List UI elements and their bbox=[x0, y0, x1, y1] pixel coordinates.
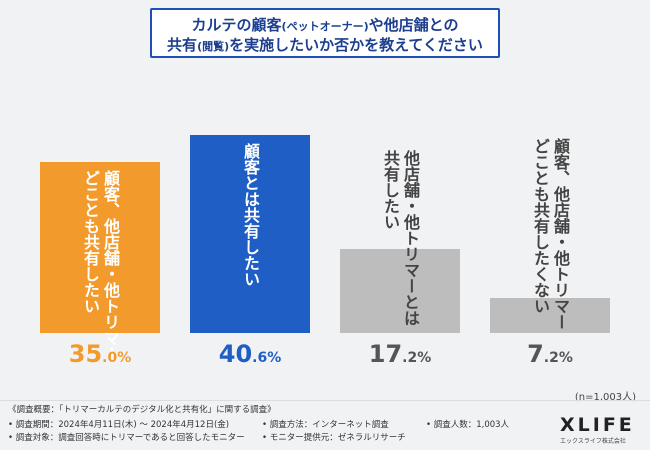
bar-4 bbox=[490, 298, 610, 333]
survey-target: • 調査対象：調査回答時にトリマーであると回答したモニター bbox=[8, 433, 245, 443]
survey-count: • 調査人数：1,003人 bbox=[426, 420, 510, 430]
sample-size-note: (n=1,003人) bbox=[574, 392, 636, 403]
title-line-1: カルテの顧客(ペットオーナー)や他店舗との bbox=[191, 16, 459, 34]
company-logo: XLIFE エックスライフ株式会社 bbox=[560, 414, 640, 445]
survey-method: • 調査方法：インターネット調査 bbox=[262, 420, 389, 430]
title-line-2: 共有(閲覧)を実施したいか否かを教えてください bbox=[167, 36, 483, 54]
bar-2 bbox=[190, 135, 310, 333]
bar-label-3: 他店舗・他トリマーとは 共有したい bbox=[381, 150, 420, 326]
value-label-2: 40.6% bbox=[218, 340, 282, 368]
chart-title: カルテの顧客(ペットオーナー)や他店舗との 共有(閲覧)を実施したいか否かを教え… bbox=[150, 8, 500, 58]
survey-provider: • モニター提供元：ゼネラルリサーチ bbox=[262, 433, 406, 443]
value-label-3: 17.2% bbox=[368, 340, 432, 368]
bar-label-4: 顧客、他店舗・他トリマー どことも共有したくない bbox=[531, 138, 570, 330]
bar-3 bbox=[340, 249, 460, 333]
bar-1 bbox=[40, 162, 160, 333]
survey-overview: 《調査概要：「トリマーカルテのデジタル化と共有化」に関する調査》 bbox=[8, 405, 276, 415]
value-label-1: 35.0% bbox=[68, 340, 132, 368]
bar-label-2: 顧客とは共有したい bbox=[241, 143, 260, 287]
value-label-4: 7.2% bbox=[527, 340, 573, 368]
survey-period: • 調査期間：2024年4月11日(木) ～ 2024年4月12日(金) bbox=[8, 420, 230, 430]
footer-divider bbox=[0, 400, 650, 401]
logo-wordmark: XLIFE bbox=[560, 414, 635, 436]
bar-label-1: 顧客、他店舗・他トリマー どことも共有したい bbox=[81, 170, 120, 362]
logo-company-name: エックスライフ株式会社 bbox=[560, 438, 626, 445]
